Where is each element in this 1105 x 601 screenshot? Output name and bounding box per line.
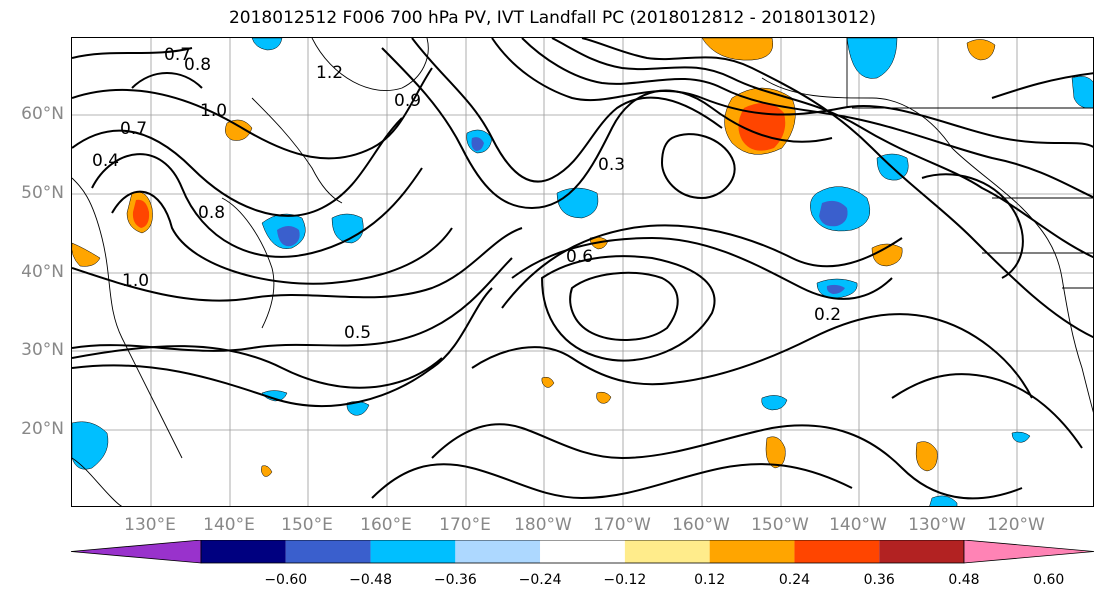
colorbar-segment — [794, 540, 880, 563]
map-panel: 0.7 0.8 1.2 1.0 0.4 0.9 0.3 0.6 0.5 0.2 … — [71, 37, 1094, 507]
colorbar-segment — [455, 540, 541, 563]
contour-labels: 0.7 0.8 1.2 1.0 0.4 0.9 0.3 0.6 0.5 0.2 … — [92, 45, 841, 343]
colorbar — [70, 540, 1095, 564]
contour-label: 1.0 — [122, 271, 149, 291]
contour-label: 0.4 — [92, 151, 119, 171]
lat-label: 60°N — [21, 104, 64, 124]
lat-label: 40°N — [21, 262, 64, 282]
plot-title: 2018012512 F006 700 hPa PV, IVT Landfall… — [228, 8, 876, 28]
pv-contours — [72, 38, 1093, 500]
contour-label: 0.7 — [164, 45, 191, 65]
colorbar-tick-label: 0.24 — [778, 572, 811, 588]
colorbar-tick-label: 0.60 — [1033, 572, 1065, 588]
lon-label: 160°W — [672, 515, 730, 535]
colorbar-tick-label: −0.60 — [264, 572, 308, 588]
lon-label: 170°W — [593, 515, 651, 535]
coastlines — [72, 38, 1093, 506]
colorbar-tick-label: −0.36 — [433, 572, 477, 588]
lon-label: 150°E — [281, 515, 333, 535]
colorbar-segment — [370, 540, 456, 563]
colorbar-tick-label: −0.12 — [603, 572, 647, 588]
colorbar-tick-label: 0.12 — [694, 572, 726, 588]
shaded-anomalies — [72, 38, 1093, 506]
contour-label: 0.6 — [566, 247, 593, 267]
contour-label: 1.0 — [200, 101, 227, 121]
colorbar-segments — [70, 540, 1095, 564]
lon-label: 180°W — [514, 515, 572, 535]
colorbar-segment — [709, 540, 795, 563]
colorbar-extend-low — [70, 540, 202, 564]
lon-label: 160°E — [360, 515, 412, 535]
contour-label: 1.2 — [316, 63, 343, 83]
map-canvas: 0.7 0.8 1.2 1.0 0.4 0.9 0.3 0.6 0.5 0.2 … — [72, 38, 1093, 506]
colorbar-tick-label: −0.48 — [349, 572, 392, 588]
contour-label: 0.7 — [120, 119, 147, 139]
colorbar-extend-high — [963, 540, 1095, 564]
lon-label: 140°W — [829, 515, 887, 535]
contour-label: 0.8 — [198, 203, 225, 223]
contour-label: 0.9 — [394, 91, 421, 111]
lat-label: 20°N — [21, 419, 64, 439]
colorbar-tick-label: −0.24 — [518, 572, 562, 588]
lon-label: 140°E — [203, 515, 255, 535]
lon-label: 120°W — [987, 515, 1045, 535]
contour-label: 0.5 — [344, 323, 371, 343]
contour-label: 0.2 — [814, 305, 841, 325]
contour-label: 0.3 — [598, 155, 625, 175]
colorbar-segment — [879, 540, 964, 563]
colorbar-tick-label: 0.36 — [863, 572, 895, 588]
lon-label: 170°E — [439, 515, 491, 535]
lon-label: 150°W — [751, 515, 809, 535]
colorbar-segment — [540, 540, 625, 563]
colorbar-segment — [201, 540, 286, 563]
lat-label: 30°N — [21, 340, 64, 360]
colorbar-tick-label: 0.48 — [948, 572, 980, 588]
contour-label: 0.8 — [184, 55, 211, 75]
lon-label: 130°W — [908, 515, 966, 535]
lon-label: 130°E — [124, 515, 176, 535]
colorbar-segment — [624, 540, 710, 563]
colorbar-segment — [285, 540, 371, 563]
lat-label: 50°N — [21, 183, 64, 203]
